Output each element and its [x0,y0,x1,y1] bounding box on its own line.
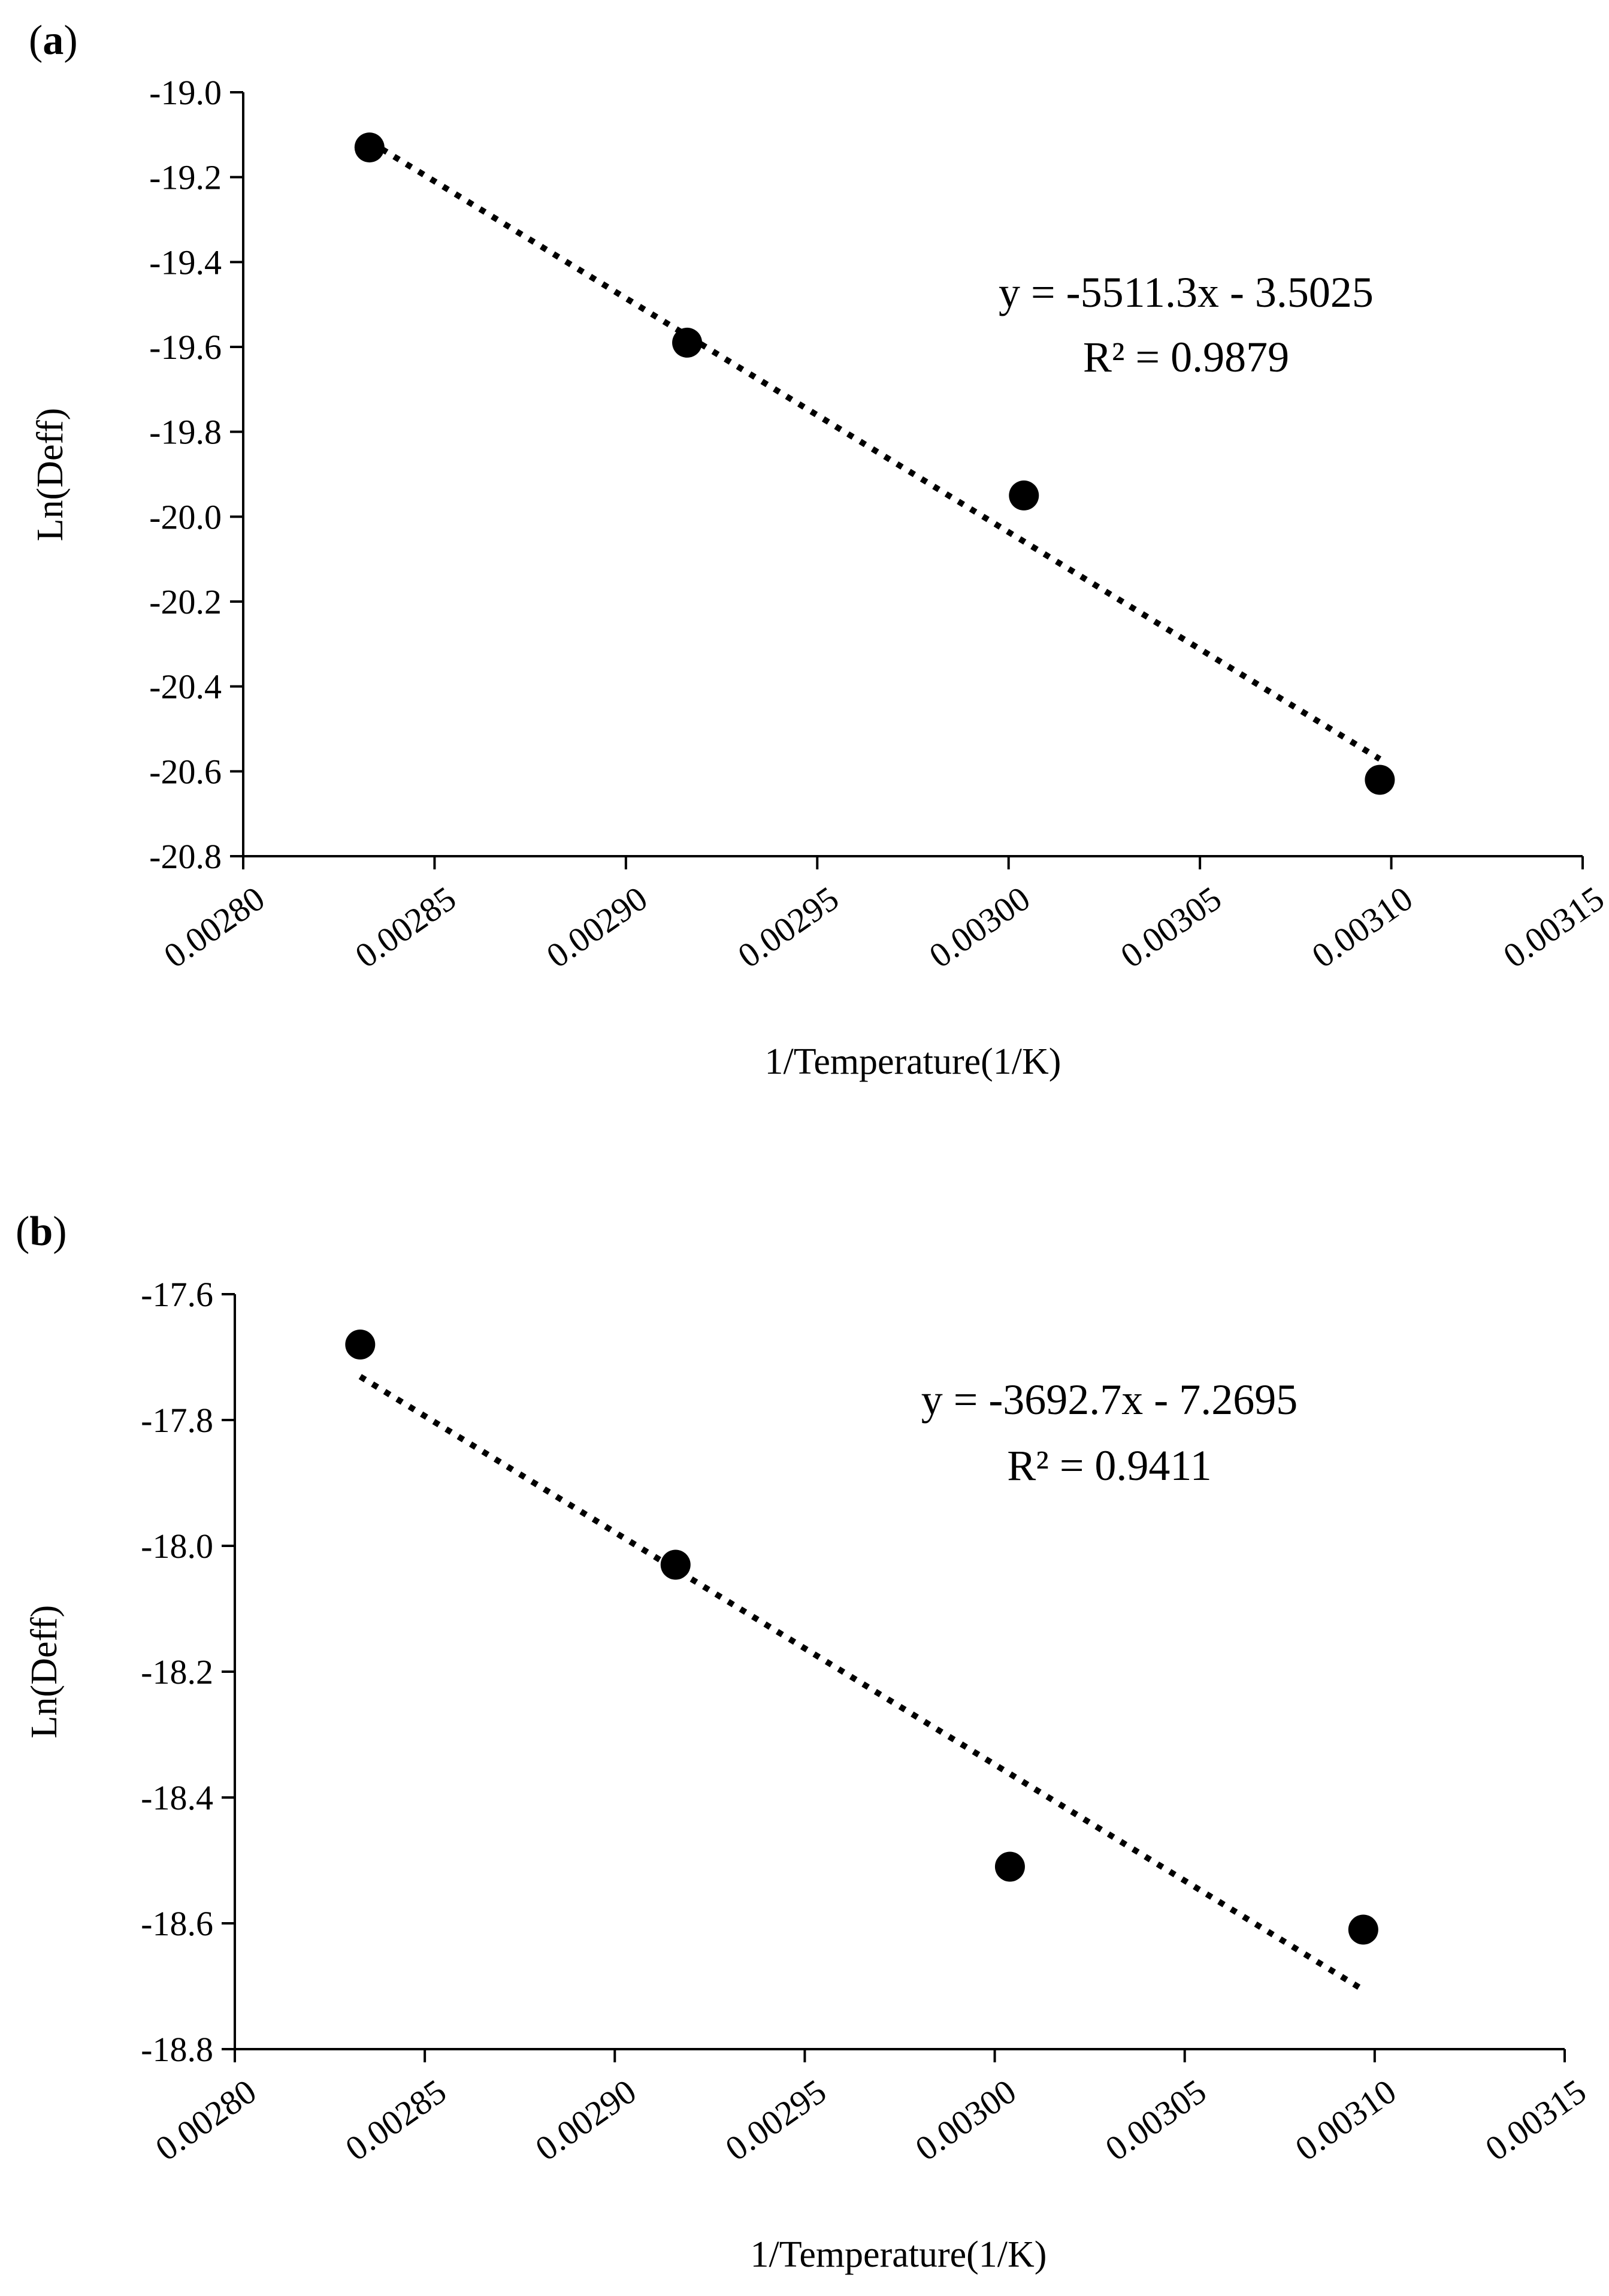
y-tick-label: -19.6 [149,328,222,367]
data-point [354,132,385,163]
trendline-equation: y = -5511.3x - 3.5025 [999,268,1374,316]
r-squared-label: R² = 0.9879 [1083,333,1289,381]
trendline [358,1374,1365,1993]
data-point [1348,1914,1378,1945]
y-tick-label: -18.6 [141,1904,213,1943]
x-axis-title: 1/Temperature(1/K) [765,1041,1061,1082]
x-tick-label: 0.00295 [731,878,846,975]
y-tick-label: -18.8 [141,2030,213,2069]
x-tick-label: 0.00300 [908,2071,1023,2168]
x-tick-label: 0.00300 [922,878,1037,975]
r-squared-label: R² = 0.9411 [1007,1442,1212,1490]
y-tick-label: -19.4 [149,243,222,282]
x-tick-label: 0.00290 [528,2071,643,2168]
x-tick-label: 0.00285 [338,2071,453,2168]
x-axis-title: 1/Temperature(1/K) [751,2234,1047,2275]
x-tick-label: 0.00280 [157,878,272,975]
data-point [1365,765,1395,795]
y-axis-title: Ln(Deff) [30,408,71,542]
chart-panel-b: (b) -17.6-17.8-18.0-18.2-18.4-18.6-18.80… [16,1209,1593,2275]
x-tick-label: 0.00310 [1305,878,1420,975]
trendline [368,138,1382,762]
data-point [672,327,703,358]
y-tick-label: -19.2 [149,158,222,197]
x-tick-label: 0.00310 [1288,2071,1403,2168]
x-tick-label: 0.00295 [718,2071,833,2168]
y-tick-label: -20.0 [149,497,222,536]
data-point [660,1549,691,1580]
panel-label-a: (a) [29,17,78,64]
trendline-equation: y = -3692.7x - 7.2695 [921,1376,1298,1424]
x-tick-label: 0.00315 [1478,2071,1593,2168]
x-tick-label: 0.00305 [1098,2071,1213,2168]
chart-panel-a: (a) -19.0 -19.2 -19.4 -19.6 -19.8 -20.0 -20.2 -… [29,17,1609,1082]
panel-label-b: (b) [16,1209,67,1255]
y-tick-label: -18.0 [141,1527,213,1566]
x-tick-label: 0.00280 [149,2071,264,2168]
y-axis-title: Ln(Deff) [24,1605,65,1739]
x-tick-label: 0.00305 [1114,878,1229,975]
y-tick-label: -20.2 [149,582,222,621]
y-tick-label: -18.4 [141,1778,213,1817]
y-tick-label: -19.0 [149,73,222,112]
y-tick-label: -19.8 [149,413,222,452]
y-tick-label: -17.6 [141,1275,213,1314]
y-tick-label: -18.2 [141,1652,213,1691]
y-tick-label: -20.4 [149,667,222,706]
y-tick-label: -20.6 [149,752,222,791]
data-point [345,1330,376,1360]
y-tick-label: -17.8 [141,1401,213,1440]
x-tick-label: 0.00290 [539,878,654,975]
data-point [994,1851,1025,1882]
x-tick-label: 0.00285 [348,878,463,975]
y-tick-label: -20.8 [149,837,222,876]
x-tick-label: 0.00315 [1496,878,1609,975]
data-point [1009,480,1039,510]
